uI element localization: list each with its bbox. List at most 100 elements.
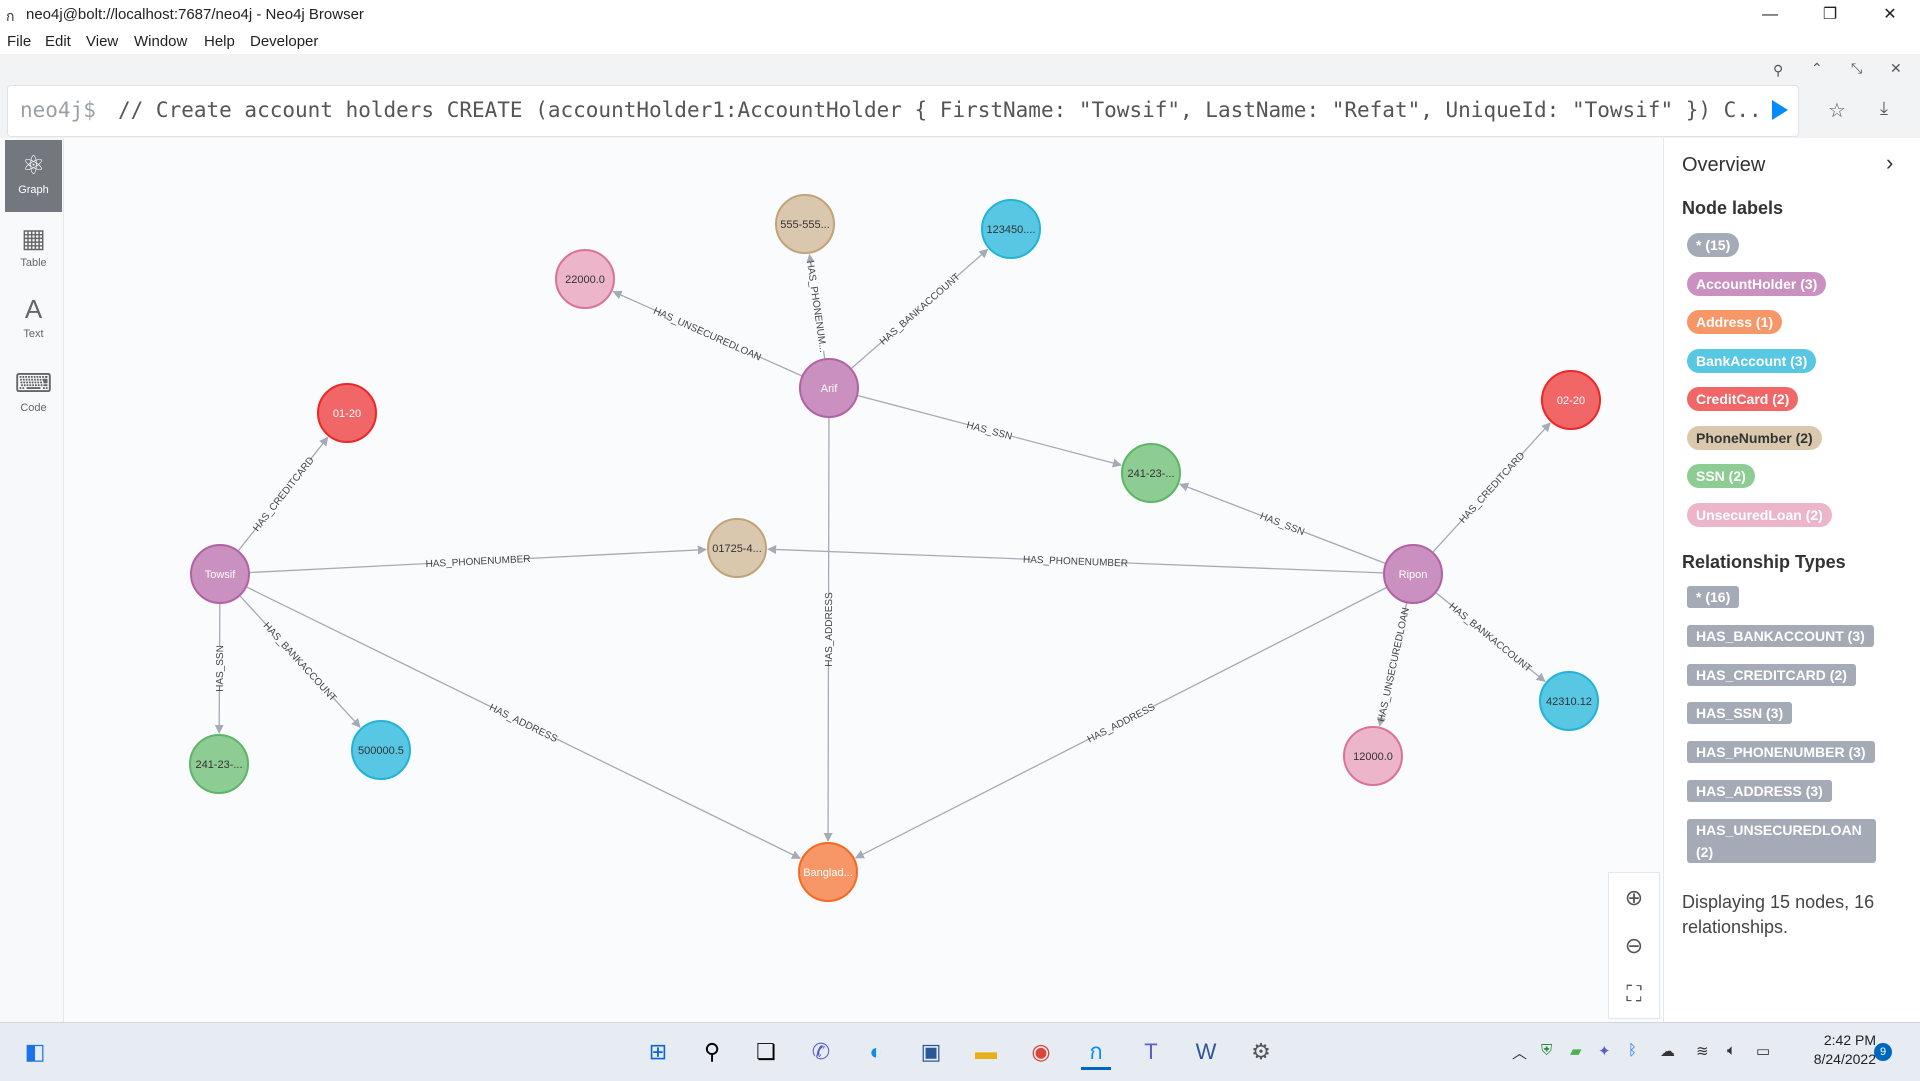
file-explorer-icon[interactable]: ▬ bbox=[975, 1039, 997, 1064]
clock[interactable]: 2:42 PM 8/24/2022 bbox=[1792, 1031, 1876, 1069]
chevron-right-icon[interactable]: › bbox=[1886, 150, 1894, 175]
relationship-type-pill[interactable]: HAS_UNSECUREDLOAN (2) bbox=[1687, 819, 1876, 863]
relationship-label[interactable]: HAS_BANKACCOUNT bbox=[1447, 601, 1534, 674]
relationship-type-pill[interactable]: HAS_SSN (3) bbox=[1687, 702, 1793, 724]
search-icon[interactable]: ⚲ bbox=[703, 1039, 721, 1064]
graph-node-phone2[interactable] bbox=[775, 194, 835, 254]
tab-code[interactable]: ⌨ Code bbox=[5, 358, 62, 430]
relationship-label[interactable]: HAS_ADDRESS bbox=[824, 592, 835, 667]
menu-view[interactable]: View bbox=[86, 33, 119, 50]
relationship-label[interactable]: HAS_PHONENUMBER bbox=[1023, 555, 1128, 570]
menu-file[interactable]: File bbox=[7, 33, 32, 50]
download-icon[interactable]: ⤓ bbox=[1880, 98, 1888, 118]
relationship-label-bg bbox=[804, 261, 830, 352]
node-label-pill[interactable]: AccountHolder (3) bbox=[1687, 271, 1827, 296]
chevron-up-icon[interactable]: ︿ bbox=[1512, 1045, 1528, 1062]
relationship-label[interactable]: HAS_SSN bbox=[215, 645, 226, 692]
bluetooth-icon[interactable]: ᛒ bbox=[1628, 1042, 1638, 1059]
fit-to-screen-icon[interactable]: ⛶ bbox=[1626, 981, 1642, 1006]
graph-node-cc1[interactable] bbox=[317, 383, 377, 443]
fullscreen-icon[interactable]: ⤡ bbox=[1851, 60, 1863, 76]
node-label-pill[interactable]: UnsecuredLoan (2) bbox=[1687, 502, 1832, 527]
wifi-icon[interactable]: ≋ bbox=[1696, 1043, 1709, 1060]
tab-table[interactable]: ▦ Table bbox=[5, 213, 62, 285]
pin-icon[interactable]: ⚲ bbox=[1773, 62, 1784, 78]
start-icon[interactable]: ⊞ bbox=[648, 1039, 668, 1064]
widgets-icon[interactable]: ◧ bbox=[24, 1039, 46, 1064]
security-shield-icon[interactable]: ⛨ bbox=[1541, 1042, 1553, 1059]
relationship-label[interactable]: HAS_UNSECUREDLOAN bbox=[1376, 607, 1412, 723]
graph-node-towsif[interactable] bbox=[190, 544, 250, 604]
volume-icon[interactable]: 🔈︎ bbox=[1727, 1042, 1737, 1059]
graph-node-cc2[interactable] bbox=[1541, 370, 1601, 430]
relationship-type-pill[interactable]: * (16) bbox=[1687, 586, 1740, 608]
relationship-label[interactable]: HAS_SSN bbox=[965, 420, 1013, 443]
graph-node-ripon[interactable] bbox=[1383, 544, 1443, 604]
relationship-type-pill[interactable]: HAS_CREDITCARD (2) bbox=[1687, 664, 1856, 686]
graph-node-ba3[interactable] bbox=[1539, 671, 1599, 731]
teams-tray-icon[interactable]: ✦ bbox=[1598, 1043, 1611, 1060]
restore-icon[interactable]: ❐ bbox=[1822, 6, 1838, 23]
graph-node-arif[interactable] bbox=[799, 358, 859, 418]
favorite-star-icon[interactable]: ☆ bbox=[1828, 100, 1846, 122]
tab-graph[interactable]: ⚛ Graph bbox=[5, 140, 62, 212]
relationship-label[interactable]: HAS_UNSECUREDLOAN bbox=[652, 306, 763, 364]
relationship-type-pill[interactable]: HAS_PHONENUMBER (3) bbox=[1687, 741, 1875, 763]
node-label-pill[interactable]: * (15) bbox=[1687, 233, 1740, 257]
neo4j-taskbar-icon[interactable]: ก bbox=[1081, 1037, 1111, 1070]
node-label-pill[interactable]: SSN (2) bbox=[1687, 464, 1755, 488]
graph-node-ssn1[interactable] bbox=[189, 734, 249, 794]
teams-chat-icon[interactable]: ✆ bbox=[811, 1039, 831, 1064]
edge-icon[interactable]: ◐ bbox=[869, 1039, 883, 1064]
tab-text[interactable]: A Text bbox=[5, 284, 62, 356]
relationship-label[interactable]: HAS_BANKACCOUNT bbox=[878, 272, 963, 348]
graph-node-ba2[interactable] bbox=[981, 199, 1041, 259]
close-frame-icon[interactable]: ✕ bbox=[1890, 60, 1902, 76]
teams-icon[interactable]: T bbox=[1144, 1039, 1158, 1064]
run-query-button[interactable] bbox=[1772, 100, 1788, 120]
relationship-type-pill[interactable]: HAS_ADDRESS (3) bbox=[1687, 780, 1832, 802]
graph-canvas[interactable]: HAS_CREDITCARD HAS_PHONENUMBER HAS_SSN HAS_… bbox=[64, 138, 1662, 1022]
menu-window[interactable]: Window bbox=[134, 33, 188, 50]
graph-node-ssn2[interactable] bbox=[1121, 443, 1181, 503]
relationship-label[interactable]: HAS_PHONENUM... bbox=[804, 260, 828, 353]
task-view-icon[interactable]: ❏ bbox=[756, 1039, 776, 1064]
relationship-label[interactable]: HAS_ADDRESS bbox=[1086, 702, 1158, 746]
graph-node-phone1[interactable] bbox=[707, 518, 767, 578]
zoom-in-icon[interactable]: ⊕ bbox=[1624, 885, 1644, 910]
graph-node-loan2[interactable] bbox=[1343, 726, 1403, 786]
relationship-label[interactable]: HAS_ADDRESS bbox=[487, 702, 559, 745]
relationship-label[interactable]: HAS_SSN bbox=[1258, 511, 1306, 538]
collapse-icon[interactable]: ⌃ bbox=[1811, 60, 1823, 76]
graph-svg[interactable]: HAS_CREDITCARD HAS_PHONENUMBER HAS_SSN HAS_… bbox=[64, 138, 1662, 1022]
menu-edit[interactable]: Edit bbox=[45, 33, 71, 50]
relationship-label[interactable]: HAS_PHONENUMBER bbox=[425, 554, 530, 570]
relationship-label[interactable]: HAS_BANKACCOUNT bbox=[261, 621, 339, 704]
relationship-type-pill[interactable]: HAS_BANKACCOUNT (3) bbox=[1687, 625, 1874, 647]
notification-badge[interactable]: 9 bbox=[1874, 1043, 1892, 1061]
onedrive-icon[interactable]: ☁ bbox=[1660, 1043, 1675, 1060]
node-label-pill[interactable]: BankAccount (3) bbox=[1687, 348, 1817, 373]
graph-node-bd[interactable] bbox=[798, 842, 858, 902]
node-label-pill[interactable]: PhoneNumber (2) bbox=[1687, 425, 1822, 450]
zoom-out-icon[interactable]: ⊖ bbox=[1624, 933, 1644, 958]
settings-gear-icon[interactable]: ⚙ bbox=[1251, 1039, 1271, 1064]
query-text[interactable]: // Create account holders CREATE (accoun… bbox=[118, 98, 1758, 122]
relationship-label[interactable]: HAS_CREDITCARD bbox=[1458, 450, 1528, 525]
store-icon[interactable]: ▣ bbox=[920, 1039, 942, 1064]
query-editor[interactable]: neo4j$ // Create account holders CREATE … bbox=[7, 85, 1799, 137]
graph-node-loan1[interactable] bbox=[555, 249, 615, 309]
node-label-pill[interactable]: Address (1) bbox=[1687, 310, 1783, 334]
minimize-icon[interactable]: — bbox=[1762, 6, 1778, 23]
word-icon[interactable]: W bbox=[1195, 1039, 1217, 1064]
nvidia-icon[interactable]: ▰ bbox=[1570, 1043, 1582, 1060]
battery-icon[interactable]: ▭ bbox=[1756, 1043, 1771, 1060]
graph-node-ba1[interactable] bbox=[351, 720, 411, 780]
close-icon[interactable]: ✕ bbox=[1883, 6, 1897, 23]
menu-developer[interactable]: Developer bbox=[250, 33, 319, 50]
node-label-pill[interactable]: CreditCard (2) bbox=[1687, 387, 1799, 411]
relationship-label[interactable]: HAS_CREDITCARD bbox=[251, 455, 316, 534]
menu-help[interactable]: Help bbox=[204, 33, 235, 50]
result-view-sidebar: ⚛ Graph ▦ Table A Text ⌨ Code bbox=[0, 138, 64, 1022]
chrome-icon[interactable]: ◉ bbox=[1031, 1039, 1051, 1064]
